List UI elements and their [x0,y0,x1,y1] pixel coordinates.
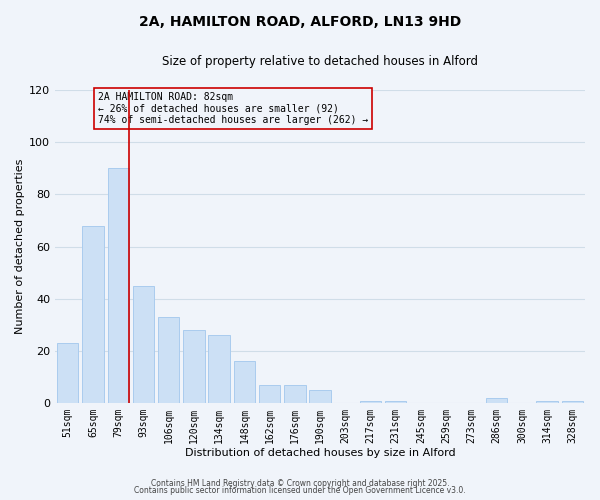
Bar [233,362,255,403]
Bar [486,398,508,403]
Text: 2A HAMILTON ROAD: 82sqm
← 26% of detached houses are smaller (92)
74% of semi-de: 2A HAMILTON ROAD: 82sqm ← 26% of detache… [98,92,368,125]
Bar [385,400,406,403]
Bar [107,168,129,403]
Bar [284,385,305,403]
Bar [158,317,179,403]
Text: 2A, HAMILTON ROAD, ALFORD, LN13 9HD: 2A, HAMILTON ROAD, ALFORD, LN13 9HD [139,15,461,29]
Bar [259,385,280,403]
Bar [57,343,79,403]
Bar [183,330,205,403]
Bar [208,336,230,403]
Title: Size of property relative to detached houses in Alford: Size of property relative to detached ho… [162,55,478,68]
Y-axis label: Number of detached properties: Number of detached properties [15,159,25,334]
Bar [562,400,583,403]
Bar [310,390,331,403]
Text: Contains public sector information licensed under the Open Government Licence v3: Contains public sector information licen… [134,486,466,495]
Bar [82,226,104,403]
Bar [536,400,558,403]
Bar [360,400,381,403]
X-axis label: Distribution of detached houses by size in Alford: Distribution of detached houses by size … [185,448,455,458]
Bar [133,286,154,403]
Text: Contains HM Land Registry data © Crown copyright and database right 2025.: Contains HM Land Registry data © Crown c… [151,478,449,488]
